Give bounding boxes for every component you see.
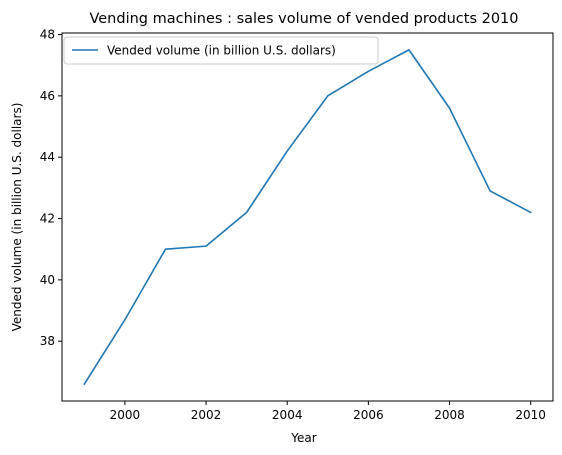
y-tick-label: 38 <box>40 334 55 348</box>
chart-title: Vending machines : sales volume of vende… <box>89 11 518 27</box>
plot-area <box>61 32 554 402</box>
series-line <box>83 49 532 386</box>
legend: Vended volume (in billion U.S. dollars) <box>63 36 379 65</box>
legend-label: Vended volume (in billion U.S. dollars) <box>107 44 336 58</box>
plot-frame <box>61 32 554 402</box>
y-axis: 38 40 42 44 46 48 <box>40 28 62 348</box>
x-axis-title: Year <box>290 431 316 445</box>
y-tick-label: 48 <box>40 28 55 42</box>
legend-box <box>63 36 379 65</box>
x-tick-label: 2004 <box>272 408 303 422</box>
x-axis: 2000 2002 2004 2006 2008 2010 <box>110 401 546 422</box>
x-tick-label: 2006 <box>353 408 384 422</box>
x-tick-label: 2002 <box>191 408 222 422</box>
y-tick-label: 46 <box>40 89 55 103</box>
x-tick-label: 2008 <box>434 408 465 422</box>
y-axis-title: Vended volume (in billion U.S. dollars) <box>10 103 24 332</box>
y-tick-label: 42 <box>40 212 55 226</box>
y-tick-label: 44 <box>40 150 55 164</box>
x-tick-label: 2000 <box>110 408 141 422</box>
y-tick-label: 40 <box>40 273 55 287</box>
x-tick-label: 2010 <box>515 408 546 422</box>
